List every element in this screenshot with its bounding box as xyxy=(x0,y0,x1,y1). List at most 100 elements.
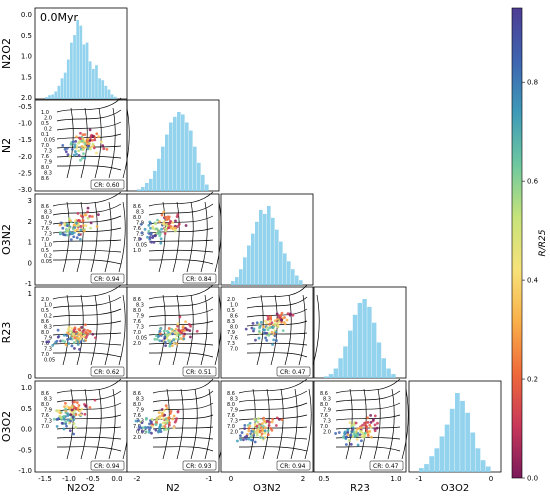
data-point xyxy=(79,228,83,232)
data-point xyxy=(266,328,270,332)
data-point xyxy=(80,156,84,160)
data-point xyxy=(81,148,85,152)
hist-bar xyxy=(485,466,491,472)
data-point xyxy=(76,340,80,344)
grid-label: 8.6 xyxy=(320,391,328,397)
hist-bar xyxy=(149,178,153,191)
data-point xyxy=(275,321,279,325)
grid-label: 2.0 xyxy=(323,430,331,436)
grid-label: 7.3 xyxy=(136,232,144,238)
y-tick-label: -1 xyxy=(25,280,32,288)
data-point xyxy=(344,436,348,439)
data-point xyxy=(82,229,86,233)
data-point xyxy=(62,427,66,431)
grid-label: 2.0 xyxy=(133,341,141,347)
data-point xyxy=(64,150,68,154)
hist-bar xyxy=(57,85,61,99)
data-point xyxy=(76,343,80,346)
data-point xyxy=(272,338,276,342)
data-point xyxy=(77,233,81,237)
data-point xyxy=(70,147,74,151)
data-point xyxy=(67,226,71,230)
cr-box xyxy=(276,366,311,377)
data-point xyxy=(167,416,171,420)
data-point xyxy=(265,326,269,329)
data-point xyxy=(173,331,177,334)
grid-label: 7.3 xyxy=(44,419,52,425)
hist-bar xyxy=(455,393,460,472)
data-point xyxy=(349,442,353,446)
data-point xyxy=(64,401,67,405)
grid-label: 7.6 xyxy=(41,154,49,160)
hist-bar xyxy=(107,89,111,99)
data-point xyxy=(166,427,170,431)
data-point xyxy=(156,335,160,339)
model-grid-line xyxy=(186,294,194,366)
data-point xyxy=(171,332,174,336)
x-tick-label: -1.0 xyxy=(62,475,76,483)
data-point xyxy=(264,336,268,340)
hist-bar xyxy=(376,342,382,378)
data-point xyxy=(137,428,141,431)
grid-label: 7.0 xyxy=(230,347,238,353)
colorbar-tick-label: 0.4 xyxy=(527,277,539,285)
hist-bar xyxy=(255,221,259,285)
hist-bar xyxy=(165,134,169,191)
model-grid-line xyxy=(56,436,122,440)
grid-label: 8.3 xyxy=(227,319,235,325)
data-point xyxy=(270,330,274,334)
grid-label: 7.3 xyxy=(44,149,52,155)
y-tick-label: 0 xyxy=(28,259,32,267)
grid-label: 7.0 xyxy=(133,237,141,243)
data-point xyxy=(55,418,59,421)
data-point xyxy=(88,147,92,151)
data-point xyxy=(77,404,81,407)
hist-bar xyxy=(235,277,239,285)
model-grid-line xyxy=(190,388,198,460)
hist-bar xyxy=(161,146,165,191)
data-point xyxy=(173,420,177,424)
data-point xyxy=(174,219,177,223)
data-point xyxy=(58,223,62,227)
data-point xyxy=(239,438,243,441)
cr-box xyxy=(90,460,125,471)
data-point xyxy=(87,142,91,146)
hist-bar xyxy=(449,408,455,472)
age-label: 0.0Myr xyxy=(40,11,78,24)
cr-text: CR: 0.60 xyxy=(94,182,120,189)
data-point xyxy=(72,153,76,157)
hist-bar xyxy=(372,322,377,378)
data-point xyxy=(162,329,166,333)
model-grid-line xyxy=(152,446,214,452)
data-point xyxy=(361,423,365,427)
grid-label: 8.3 xyxy=(230,397,238,403)
data-point xyxy=(165,406,169,410)
hist-bar xyxy=(239,269,243,285)
hist-bar xyxy=(63,72,67,99)
data-point xyxy=(170,327,174,331)
data-point xyxy=(144,417,148,421)
data-point xyxy=(150,417,154,421)
data-point xyxy=(359,426,363,429)
grid-label: 7.0 xyxy=(133,424,141,430)
data-point xyxy=(78,409,82,413)
data-point xyxy=(56,328,60,332)
model-grid-line xyxy=(148,352,214,358)
hist-bar xyxy=(247,245,251,285)
grid-label: 8.6 xyxy=(133,391,141,397)
data-point xyxy=(269,315,272,319)
data-point xyxy=(164,404,168,407)
data-point xyxy=(66,418,70,422)
hist-bar xyxy=(82,44,86,99)
grid-label: 7.9 xyxy=(136,221,144,227)
model-grid-line xyxy=(90,294,98,366)
data-point xyxy=(148,428,151,432)
y-tick-label: 3 xyxy=(28,197,32,205)
data-point xyxy=(66,412,70,416)
data-point xyxy=(258,424,261,428)
data-point xyxy=(95,225,99,228)
data-point xyxy=(348,421,352,425)
data-point xyxy=(257,417,260,420)
data-point xyxy=(153,337,157,341)
hist-bar xyxy=(197,162,201,191)
